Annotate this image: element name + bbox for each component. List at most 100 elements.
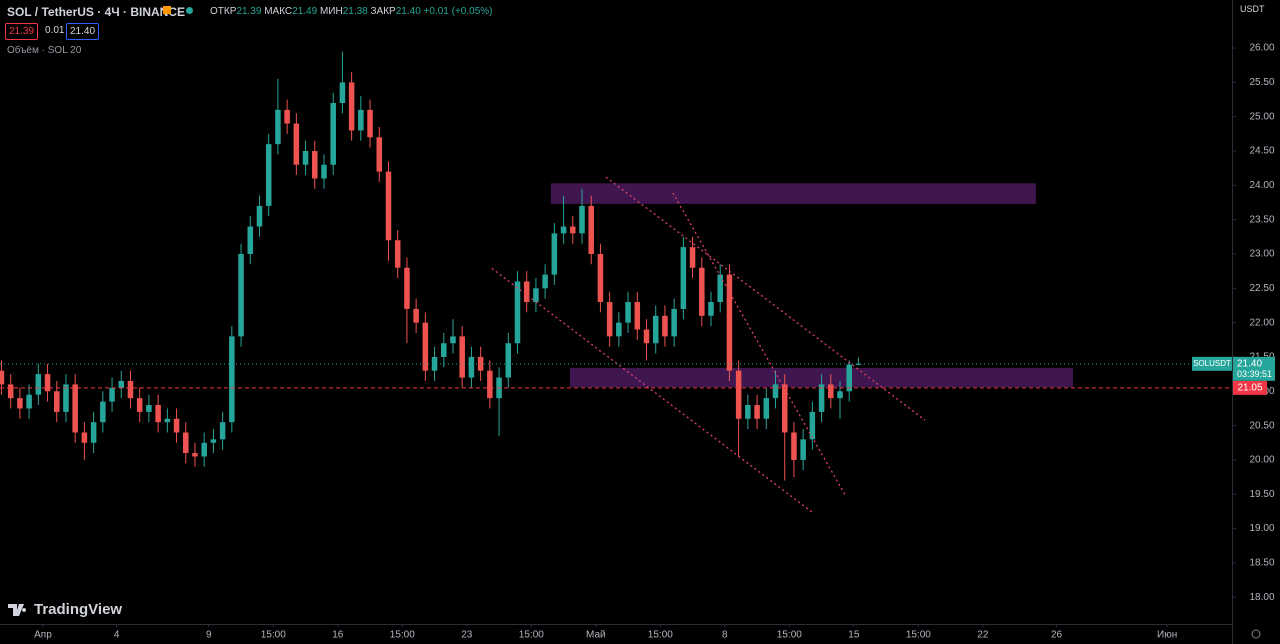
candle-body xyxy=(689,247,696,268)
close-label: ЗАКР xyxy=(370,6,396,17)
candle-body xyxy=(90,422,97,443)
candle-body xyxy=(26,394,32,409)
candle-body xyxy=(699,267,705,316)
candle-body xyxy=(588,205,594,254)
x-tick-label: 23 xyxy=(461,630,473,641)
candle-body xyxy=(855,363,862,365)
candle-body xyxy=(367,109,373,138)
y-tick-label: 24.00 xyxy=(1249,180,1274,191)
last-price-box xyxy=(1233,356,1275,381)
candle-body xyxy=(662,315,668,337)
candle-body xyxy=(17,398,23,409)
candle-body xyxy=(81,432,88,443)
x-tick-label: 8 xyxy=(722,630,728,641)
y-tick-label: 26.00 xyxy=(1249,43,1274,54)
candle-body xyxy=(284,109,290,124)
candle-body xyxy=(339,82,346,103)
zone xyxy=(550,183,1036,204)
candle-body xyxy=(330,102,336,165)
candle-body xyxy=(256,205,263,227)
x-tick-label: 15:00 xyxy=(906,630,931,641)
candle-body xyxy=(72,384,78,433)
x-tick-label: 15:00 xyxy=(519,630,544,641)
candle-body xyxy=(726,274,733,371)
y-tick-label: 19.50 xyxy=(1249,489,1274,500)
candle-body xyxy=(293,123,300,165)
candle-body xyxy=(579,205,585,234)
candle-body xyxy=(394,240,401,268)
candle-body xyxy=(459,336,465,378)
candle-body xyxy=(0,370,5,385)
candle-body xyxy=(210,439,217,443)
x-tick-label: 22 xyxy=(977,630,989,641)
candle-body xyxy=(809,411,816,440)
candle-body xyxy=(542,274,548,289)
y-tick-label: 18.50 xyxy=(1249,558,1274,569)
candle-body xyxy=(514,281,521,344)
trend-line xyxy=(491,267,813,513)
candle-body xyxy=(192,453,198,457)
low-value: 21.38 xyxy=(342,6,368,17)
open-value: 21.39 xyxy=(236,6,262,17)
flag-icon[interactable] xyxy=(163,6,171,14)
candle-body xyxy=(643,329,650,344)
countdown: 03:39:51 xyxy=(1237,369,1272,379)
buy-button[interactable]: 21.40 xyxy=(66,23,100,40)
candle-body xyxy=(523,281,530,303)
candle-body xyxy=(763,398,770,419)
candle-body xyxy=(376,137,383,172)
candle-body xyxy=(63,384,69,412)
settings-icon[interactable] xyxy=(1251,629,1261,639)
candle-body xyxy=(846,364,852,392)
candle-body xyxy=(634,302,641,330)
candle-body xyxy=(35,374,42,395)
sell-button[interactable]: 21.39 xyxy=(5,23,39,40)
candle-body xyxy=(238,253,244,337)
candle-body xyxy=(183,432,189,454)
candle-body xyxy=(652,315,659,344)
candle-body xyxy=(53,391,60,412)
x-tick-label: Апр xyxy=(34,630,52,641)
candle-body xyxy=(118,380,125,388)
candle-body xyxy=(146,405,152,412)
candle-body xyxy=(560,226,567,234)
x-tick-label: 15:00 xyxy=(777,630,802,641)
x-tick-label: Июн xyxy=(1157,630,1177,641)
candle-body xyxy=(247,226,254,254)
y-tick-label: 25.00 xyxy=(1249,111,1274,122)
y-tick-label: 18.00 xyxy=(1249,592,1274,603)
candle-body xyxy=(385,171,392,241)
candle-body xyxy=(422,322,429,371)
ohlc-legend: ОТКР21.39 МАКС21.49 МИН21.38 ЗАКР21.40 +… xyxy=(210,6,492,17)
symbol[interactable]: SOL / TetherUS · 4Ч · BINANCE xyxy=(7,5,186,19)
candle-body xyxy=(358,109,364,131)
candle-body xyxy=(818,384,825,412)
candle-body xyxy=(44,374,51,392)
candle-body xyxy=(164,418,171,423)
candle-body xyxy=(505,343,512,378)
last-price-label: 21.40 xyxy=(1237,358,1262,369)
symbol-label-box xyxy=(1192,356,1232,371)
candle-body xyxy=(597,253,604,303)
y-tick-label: 23.50 xyxy=(1249,214,1274,225)
y-tick-label: 22.50 xyxy=(1249,283,1274,294)
currency[interactable]: USDT xyxy=(1240,4,1265,14)
candle-body xyxy=(616,322,622,337)
symbol-label: SOLUSDT xyxy=(1193,359,1231,368)
candle-body xyxy=(772,384,779,399)
candle-body xyxy=(487,370,493,399)
candle-body xyxy=(533,288,539,303)
candle-body xyxy=(201,442,207,457)
candle-body xyxy=(127,380,134,399)
trend-line xyxy=(672,192,847,497)
candle-body xyxy=(717,274,723,303)
candle-body xyxy=(570,226,576,234)
volume-indicator[interactable]: Объём · SOL 20 xyxy=(7,45,82,56)
candle-body xyxy=(275,109,281,145)
open-label: ОТКР xyxy=(210,6,237,17)
candle-body xyxy=(781,384,788,433)
candle-body xyxy=(312,151,318,179)
candle-body xyxy=(606,302,613,337)
